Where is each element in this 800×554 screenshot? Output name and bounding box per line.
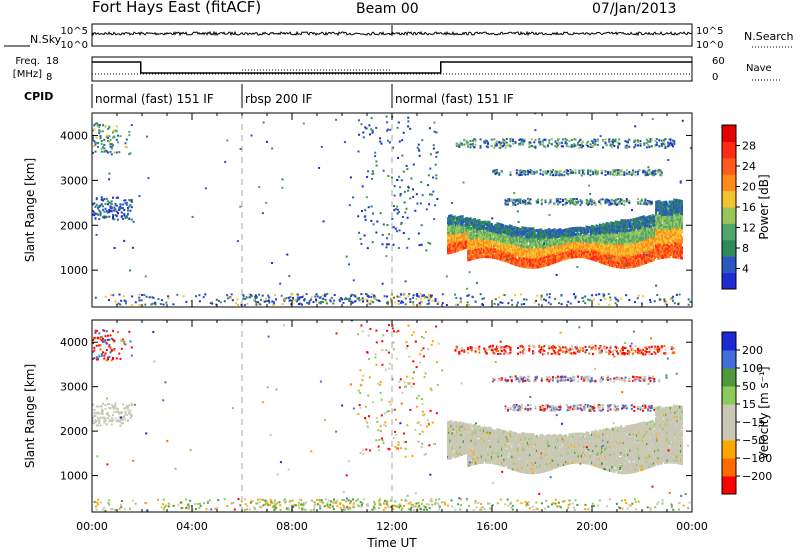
station-title: Fort Hays East (fitACF) <box>92 0 262 16</box>
velocity-colorbar-segment <box>722 332 736 351</box>
nsky-label: N.Sky <box>30 33 62 46</box>
cpid-mode-label: normal (fast) 151 IF <box>95 92 214 106</box>
velocity-colorbar-segment <box>722 458 736 477</box>
beam-title: Beam 00 <box>356 1 419 17</box>
nave-tick-top: 60 <box>712 56 725 67</box>
colorbar-tick-label: 15 <box>742 398 756 411</box>
cpid-mode-label: normal (fast) 151 IF <box>395 92 514 106</box>
cpid-mode-label: rbsp 200 IF <box>245 92 312 106</box>
velocity-colorbar-frame <box>721 331 737 495</box>
cpid-label: CPID <box>24 90 53 103</box>
power-colorbar-segment <box>722 239 736 257</box>
nave-label: Nave <box>746 63 772 74</box>
velocity-colorbar-segment <box>722 386 736 405</box>
nsky-panel-frame <box>91 23 693 47</box>
velocity-scatter-echoes <box>92 320 692 512</box>
colorbar-tick-label: 28 <box>742 140 756 153</box>
colorbar-tick-label: 8 <box>742 242 749 255</box>
power-scatter-echoes <box>92 113 692 307</box>
y-tick-label: 2000 <box>60 425 88 438</box>
velocity-colorbar-segment <box>722 476 736 495</box>
x-tick-label: 00:00 <box>76 520 108 533</box>
power-colorbar-segment <box>722 190 736 208</box>
y-tick-label: 1000 <box>60 264 88 277</box>
freq-label: Freq. <box>15 56 40 67</box>
velocity-ylabel: Slant Range [km] <box>23 364 37 468</box>
x-tick-label: 04:00 <box>176 520 208 533</box>
power-colorbar-segment <box>722 223 736 241</box>
colorbar-tick-label: 20 <box>742 181 756 194</box>
x-tick-label: 08:00 <box>276 520 308 533</box>
colorbar-tick-label: 50 <box>742 380 756 393</box>
power-colorbar-segment <box>722 141 736 159</box>
colorbar-tick-label: 12 <box>742 222 756 235</box>
nsky-tick-bottom: 10^0 <box>61 40 88 51</box>
y-tick-label: 3000 <box>60 174 88 187</box>
y-tick-label: 1000 <box>60 470 88 483</box>
velocity-colorbar-segment <box>722 404 736 423</box>
y-tick-label: 2000 <box>60 219 88 232</box>
power-colorbar-segment <box>722 125 736 142</box>
x-tick-label: 16:00 <box>476 520 508 533</box>
x-tick-label: 12:00 <box>376 520 408 533</box>
nsearch-tick-top: 10^5 <box>696 26 723 37</box>
x-tick-label: 20:00 <box>576 520 608 533</box>
colorbar-tick-label: 200 <box>742 344 763 357</box>
colorbar-tick-label: 16 <box>742 201 756 214</box>
freq-unit: [MHz] <box>13 69 42 80</box>
power-colorbar-segment <box>722 272 736 290</box>
nsky-tick-top: 10^5 <box>61 26 88 37</box>
power-colorbar-segment <box>722 256 736 274</box>
y-tick-label: 4000 <box>60 129 88 142</box>
colorbar-tick-label: −50 <box>742 434 765 447</box>
nsearch-label: N.Search <box>744 30 794 43</box>
colorbar-tick-label: −100 <box>742 452 772 465</box>
freq-panel-frame <box>91 56 693 82</box>
nave-tick-bottom: 0 <box>712 72 718 83</box>
power-colorbar-label: Power [dB] <box>757 174 771 239</box>
velocity-colorbar-segment <box>722 440 736 459</box>
freq-tick-bottom: 8 <box>46 72 52 83</box>
nsearch-tick-bottom: 10^0 <box>696 40 723 51</box>
x-axis-label: Time UT <box>366 536 417 550</box>
power-colorbar-segment <box>722 207 736 224</box>
colorbar-tick-label: 24 <box>742 160 756 173</box>
y-tick-label: 4000 <box>60 336 88 349</box>
y-tick-label: 3000 <box>60 381 88 394</box>
velocity-colorbar-segment <box>722 350 736 369</box>
freq-tick-top: 18 <box>46 56 59 67</box>
power-ylabel: Slant Range [km] <box>23 158 37 262</box>
colorbar-tick-label: 100 <box>742 362 763 375</box>
velocity-colorbar-segment <box>722 368 736 387</box>
date-title: 07/Jan/2013 <box>592 1 677 17</box>
power-colorbar-segment <box>722 157 736 175</box>
x-tick-label: 00:00 <box>676 520 708 533</box>
velocity-colorbar-segment <box>722 422 736 441</box>
freq-trace <box>92 61 692 74</box>
power-colorbar-segment <box>722 174 736 192</box>
colorbar-tick-label: 4 <box>742 263 749 276</box>
colorbar-tick-label: −15 <box>742 416 765 429</box>
colorbar-tick-label: −200 <box>742 470 772 483</box>
velocity-colorbar-label: Velocity [m s⁻¹] <box>757 366 771 459</box>
